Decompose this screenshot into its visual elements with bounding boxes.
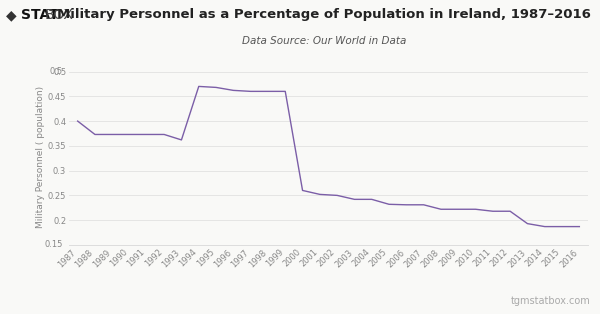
- Text: 0.15: 0.15: [44, 241, 63, 249]
- Text: STAT: STAT: [21, 8, 59, 22]
- Text: BOX: BOX: [45, 8, 74, 22]
- Text: tgmstatbox.com: tgmstatbox.com: [511, 296, 591, 306]
- Text: Data Source: Our World in Data: Data Source: Our World in Data: [242, 36, 406, 46]
- Y-axis label: Military Personnel ( population): Military Personnel ( population): [36, 86, 45, 228]
- Text: ◆: ◆: [6, 8, 17, 22]
- Text: 0.5: 0.5: [50, 67, 63, 76]
- Text: Military Personnel as a Percentage of Population in Ireland, 1987–2016: Military Personnel as a Percentage of Po…: [57, 8, 591, 21]
